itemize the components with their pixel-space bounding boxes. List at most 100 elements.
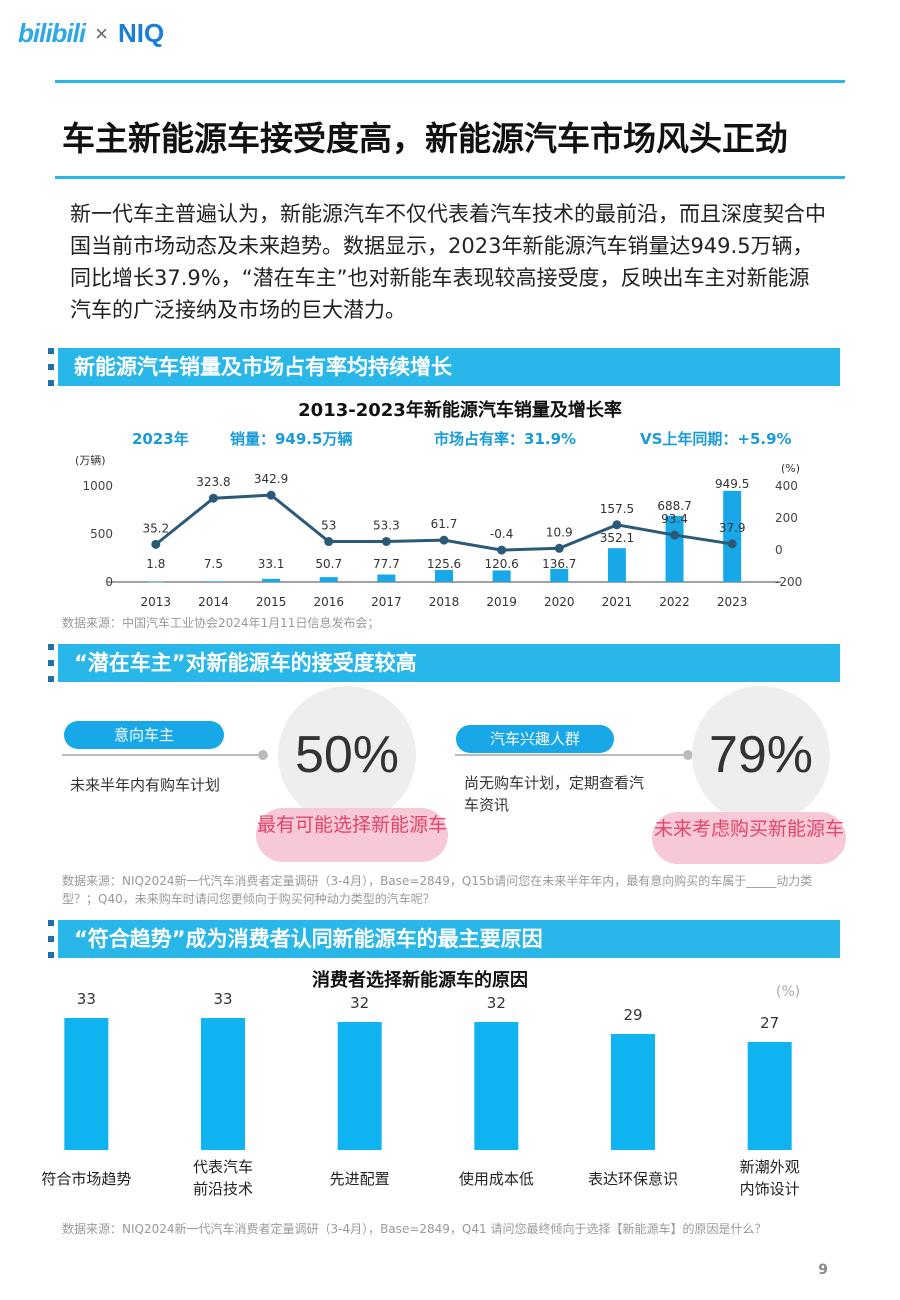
title-rule (55, 176, 845, 179)
car-interest-note: 未来考虑购买新能源车 (652, 812, 846, 864)
kpi-share: 市场占有率：31.9% (434, 430, 577, 448)
reason-bar (337, 1022, 382, 1150)
car-interest-desc: 尚无购车计划，定期查看汽车资讯 (464, 774, 645, 814)
reason-bar (474, 1022, 519, 1150)
y-right-tick: -200 (775, 575, 802, 589)
growth-point (151, 539, 161, 549)
x-tick-label: 2022 (659, 595, 690, 609)
sales-label: 120.6 (484, 557, 518, 571)
sales-growth-chart: (万辆) (%) 0 500 1000 -200 0 200 400 1.8 2013 7.5 2014… (75, 453, 802, 609)
growth-label: 61.7 (431, 517, 458, 531)
y-right-unit: (%) (781, 462, 800, 475)
section-marker (48, 644, 54, 682)
car-interest-pill: 汽车兴趣人群 (456, 725, 614, 753)
growth-label: 157.5 (600, 502, 634, 516)
reasons-chart-title: 消费者选择新能源车的原因 (312, 970, 528, 991)
reason-value: 29 (623, 1006, 642, 1024)
car-interest-percent: 79% (692, 686, 830, 824)
section3-source: 数据来源：NIQ2024新一代汽车消费者定量调研（3-4月），Base=2849… (62, 1222, 767, 1236)
x-tick-label: 2018 (429, 595, 460, 609)
growth-label: -0.4 (490, 527, 513, 541)
reason-label: 表达环保意识 (588, 1170, 678, 1188)
x-tick-label: 2015 (256, 595, 287, 609)
reason-bar (64, 1018, 109, 1150)
sales-bar (319, 577, 338, 582)
y-left-unit: (万辆) (75, 453, 106, 467)
section1-source: 数据来源：中国汽车工业协会2024年1月11日信息发布会； (62, 616, 380, 630)
y-left-tick: 500 (90, 527, 113, 541)
growth-label: 53.3 (373, 518, 400, 532)
section2-heading: “潜在车主”对新能源车的接受度较高 (58, 644, 840, 682)
x-tick-label: 2019 (486, 595, 517, 609)
intent-owner-note: 最有可能选择新能源车 (256, 808, 448, 862)
growth-point (727, 539, 737, 549)
growth-point (381, 536, 391, 546)
bilibili-logo: bilibili (18, 18, 86, 48)
reason-label: 符合市场趋势 (41, 1170, 131, 1188)
section-marker (48, 920, 54, 958)
sales-label: 33.1 (258, 557, 285, 571)
growth-point (612, 520, 622, 530)
sales-bar (204, 581, 223, 582)
x-tick-label: 2013 (141, 595, 172, 609)
sales-label: 688.7 (657, 499, 691, 513)
kpi-yoy: VS上年同期：+5.9% (640, 430, 792, 448)
section1-heading: 新能源汽车销量及市场占有率均持续增长 (58, 348, 840, 386)
growth-point (554, 543, 564, 553)
reason-label: 内饰设计 (740, 1180, 800, 1198)
reason-bar (747, 1042, 792, 1150)
right-divider (455, 754, 685, 756)
sales-bar (146, 581, 165, 583)
sales-bar (723, 490, 742, 582)
sales-bar (262, 578, 281, 582)
sales-label: 136.7 (542, 557, 576, 571)
y-right-tick: 200 (775, 511, 798, 525)
page-number: 9 (818, 1262, 828, 1278)
growth-label: 93.4 (661, 512, 688, 526)
intent-owner-desc: 未来半年内有购车计划 (70, 776, 221, 794)
reason-value: 32 (350, 994, 369, 1012)
left-divider-dot (258, 750, 268, 760)
reason-bar (201, 1018, 245, 1150)
kpi-year: 2023年 (132, 430, 189, 448)
y-right-tick: 400 (775, 479, 798, 493)
growth-label: 10.9 (546, 525, 573, 539)
x-tick-label: 2020 (544, 595, 575, 609)
y-left-tick: 0 (105, 575, 113, 589)
sales-bar (607, 548, 626, 582)
reason-label: 代表汽车 (193, 1158, 253, 1176)
reason-label: 先进配置 (330, 1170, 390, 1188)
sales-bar (665, 515, 684, 582)
reason-label: 前沿技术 (193, 1180, 253, 1198)
growth-label: 53 (321, 519, 336, 533)
y-right-tick: 0 (775, 543, 783, 557)
sales-bar (550, 568, 569, 582)
growth-point (670, 530, 680, 540)
right-divider-dot (683, 750, 693, 760)
reason-value: 32 (487, 994, 506, 1012)
section2-source: 数据来源：NIQ2024新一代汽车消费者定量调研（3-4月），Base=2849… (62, 874, 813, 906)
reason-label: 使用成本低 (459, 1170, 534, 1188)
sales-label: 1.8 (146, 557, 165, 571)
header-logos: bilibili × NIQ (18, 18, 164, 49)
growth-point (208, 493, 218, 503)
sales-label: 7.5 (204, 557, 223, 571)
top-rule (55, 80, 845, 83)
sales-label: 949.5 (715, 477, 749, 491)
sales-chart-title: 2013-2023年新能源汽车销量及增长率 (298, 400, 622, 421)
growth-label: 35.2 (142, 521, 169, 535)
x-tick-label: 2016 (313, 595, 344, 609)
sales-label: 50.7 (315, 557, 342, 571)
logo-separator: × (95, 20, 108, 46)
x-tick-label: 2014 (198, 595, 229, 609)
reason-value: 33 (77, 990, 96, 1008)
sales-bar (492, 570, 511, 582)
reason-value: 27 (760, 1014, 779, 1032)
sales-label: 77.7 (373, 557, 400, 571)
reason-label: 新潮外观 (740, 1158, 800, 1176)
page-title: 车主新能源车接受度高，新能源汽车市场风头正劲 (62, 119, 788, 158)
sales-label: 125.6 (427, 557, 461, 571)
intro-paragraph: 新一代车主普遍认为，新能源汽车不仅代表着汽车技术的最前沿，而且深度契合中国当前市… (70, 202, 826, 322)
growth-point (266, 490, 276, 500)
